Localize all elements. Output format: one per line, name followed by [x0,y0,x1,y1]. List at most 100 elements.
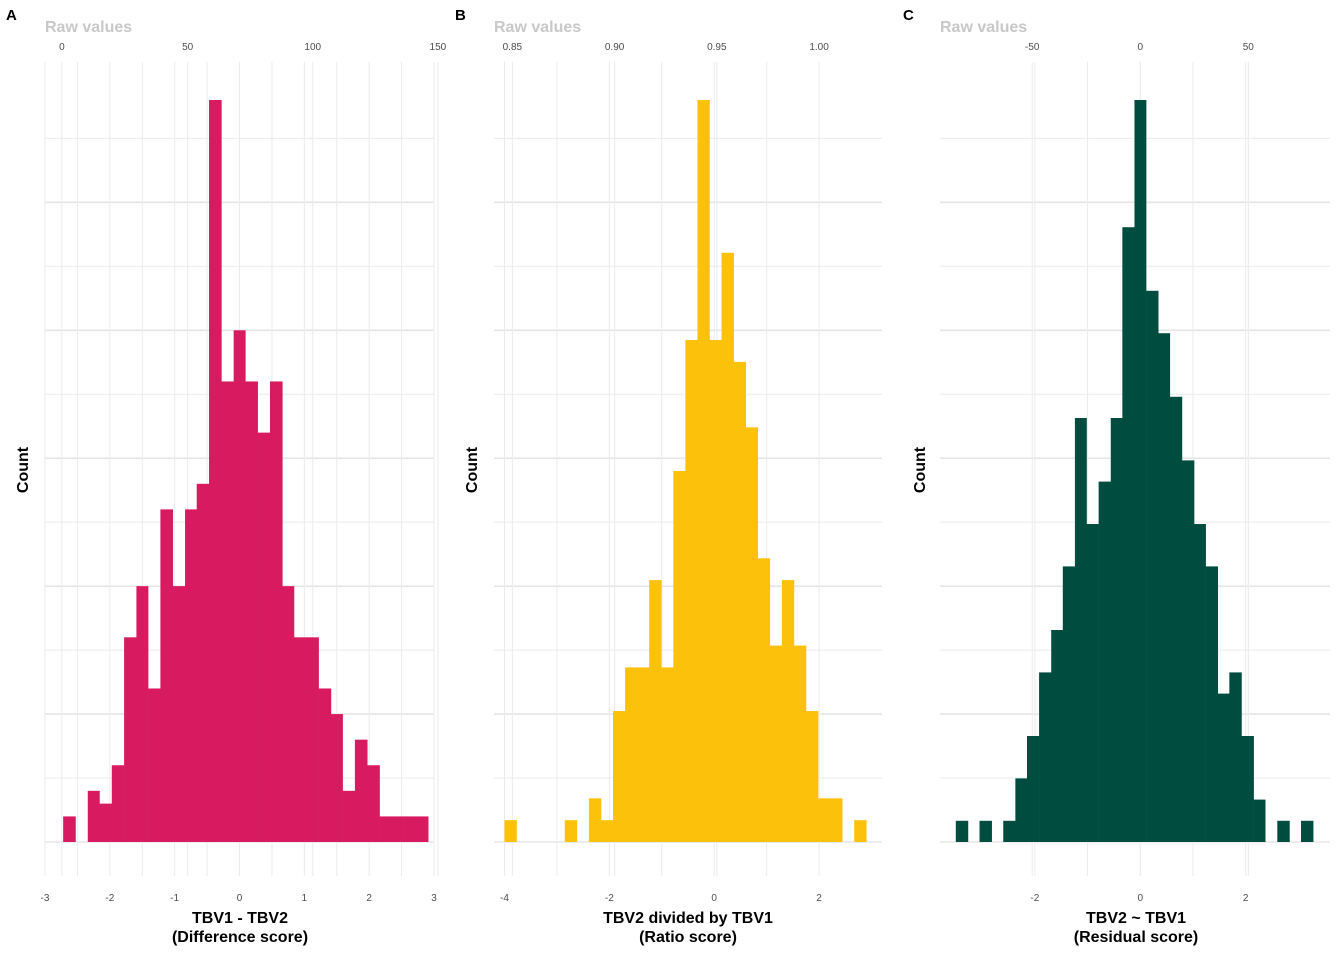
y-axis-title: Count [464,446,481,493]
histogram-bars [955,100,1314,842]
x-tick-label: -4 [500,893,509,904]
histogram-bar [1086,524,1099,842]
top-tick-label: 0.95 [707,42,727,53]
x-tick-label: -1 [170,893,179,904]
top-tick-label: 0.85 [503,42,523,53]
top-tick-label: 0 [1137,42,1143,53]
histogram-bar [1217,693,1230,842]
x-tick-label: 0 [1137,893,1143,904]
histogram-bar [196,483,210,842]
x-axis-subtitle: (Residual score) [1074,929,1198,946]
histogram-bar [124,637,137,842]
histogram-bar [793,645,807,842]
x-axis-subtitle: (Ratio score) [639,929,737,946]
top-tick-label: 50 [1243,42,1255,53]
x-tick-label: 0 [711,893,717,904]
histogram-bar [1051,630,1064,842]
histogram-bar [1098,481,1112,842]
histogram-bar [1158,333,1171,842]
histogram-bar [600,820,614,842]
histogram-bar [697,100,710,842]
histogram-bar [367,765,380,842]
histogram-bar [63,816,76,842]
x-tick-label: 3 [431,893,437,904]
histogram-bar [1074,418,1087,842]
histogram-bar [87,790,100,842]
histogram-bar [1039,672,1052,842]
x-tick-label: 0 [237,893,243,904]
x-axis-title: TBV2 ~ TBV1 [1086,910,1186,927]
x-tick-label: -3 [41,893,50,904]
histogram-bar [1181,460,1195,842]
x-axis-title: TBV1 - TBV2 [192,910,288,927]
raw-values-title: Raw values [45,19,132,36]
panel-b: B Raw values 0.85 0.90 0.95 1.00 -4 -2 0 2 TBV2 di… [455,7,882,946]
histogram-bar [588,798,602,842]
histogram-bar [1229,672,1242,842]
histogram-bar [160,509,174,842]
histogram-bar [1169,396,1183,842]
histogram-bars [63,100,429,842]
x-tick-label: 2 [1243,893,1249,904]
histogram-bar [685,340,698,842]
histogram-bar [1301,820,1314,842]
histogram-bar [504,820,517,842]
histogram-bar [854,820,867,842]
top-tick-label: 0.90 [605,42,625,53]
histogram-bar [269,381,283,842]
y-axis-title: Count [912,446,929,493]
raw-values-title: Raw values [494,19,581,36]
top-tick-label: 0 [59,42,65,53]
histogram-bar [1110,418,1123,842]
x-axis-title: TBV2 divided by TBV1 [603,910,773,927]
histogram-bar [649,580,662,842]
histogram-bar [1062,566,1076,842]
histogram-bar [1194,524,1206,842]
top-tick-label: 100 [304,42,321,53]
histogram-bar [955,820,969,842]
histogram-bar [209,100,222,842]
histogram-bar [148,688,161,842]
histogram-bar [293,637,307,842]
histogram-bar [733,361,746,842]
histogram-bar [769,645,783,842]
histogram-bar [818,798,843,842]
histogram-bar [1134,100,1147,842]
y-axis-title: Count [15,446,32,493]
histogram-bar [282,586,295,842]
histogram-bar [979,820,992,842]
histogram-bar [172,586,186,842]
raw-values-title: Raw values [940,19,1027,36]
panel-letter: C [903,7,914,24]
histogram-bar [805,711,819,842]
histogram-bar [1003,820,1016,842]
histogram-bar [661,667,674,842]
histogram-bar [564,820,578,842]
top-tick-label: 150 [430,42,447,53]
histogram-bar [1241,736,1254,842]
histogram-bar [354,739,368,842]
histogram-bar [185,509,198,842]
top-tick-label: 1.00 [809,42,829,53]
histogram-bar [745,427,759,842]
histogram-bar [318,688,332,842]
x-tick-label: 2 [816,893,822,904]
histogram-bar [1122,227,1135,842]
top-tick-label: 50 [182,42,194,53]
histogram-bar [709,340,722,842]
histogram-bar [721,252,734,842]
histogram-bar [1277,820,1290,842]
x-tick-label: 1 [302,893,308,904]
histogram-bar [673,471,686,842]
gridlines [44,62,439,876]
histogram-bar [625,667,638,842]
histogram-bar [136,586,149,842]
histogram-bar [757,558,771,842]
histogram-bar [1015,778,1028,842]
histogram-bar [781,580,795,842]
histogram-bar [245,381,258,842]
histogram-bar [1253,799,1266,842]
histogram-bars [504,100,867,842]
